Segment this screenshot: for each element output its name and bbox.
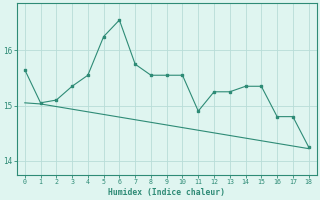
X-axis label: Humidex (Indice chaleur): Humidex (Indice chaleur) (108, 188, 225, 197)
